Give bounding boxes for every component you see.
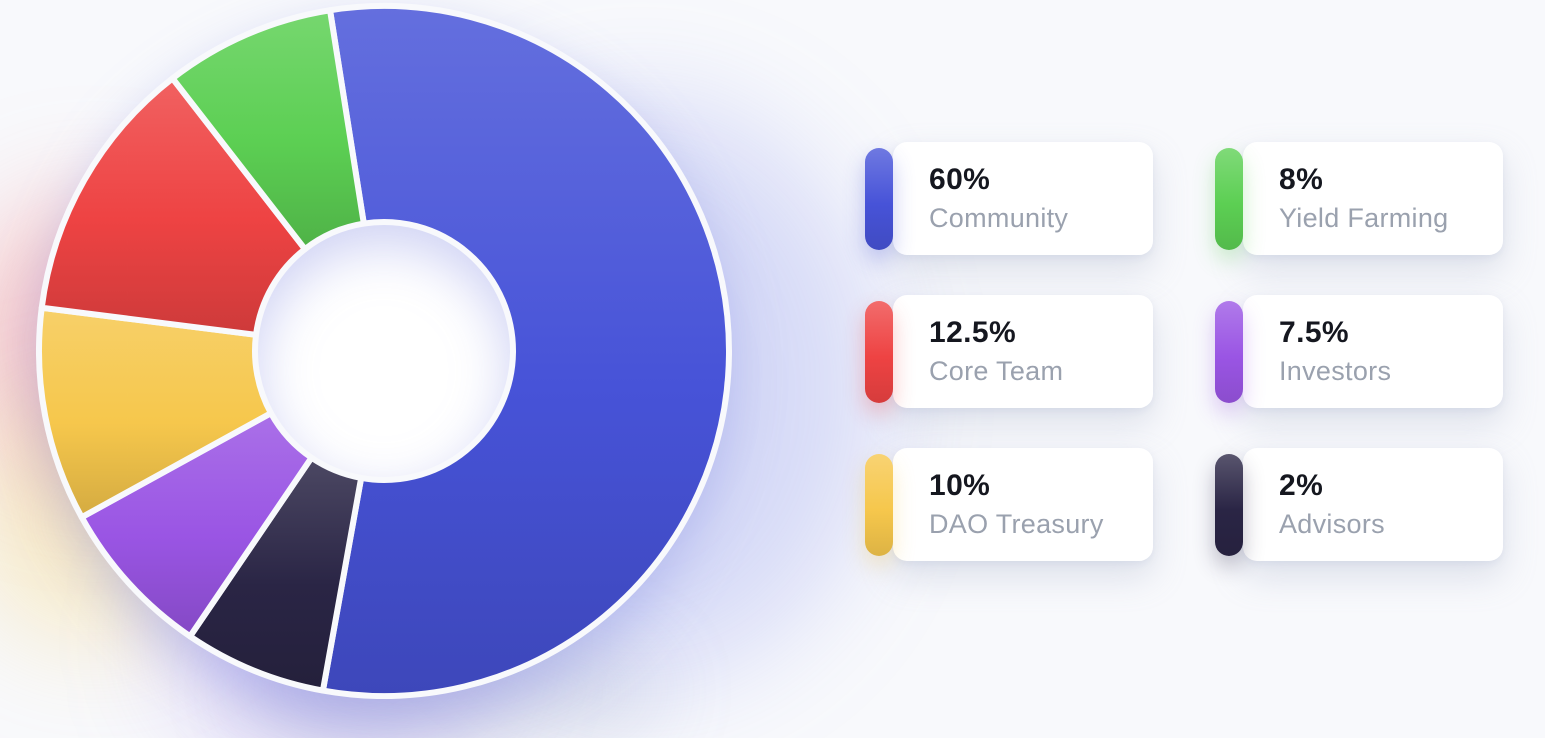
legend-label: Community [929,202,1069,233]
pie-slice-community[interactable] [319,3,732,699]
pie-slice-yield-farming[interactable] [169,7,367,253]
legend-label: Core Team [929,355,1064,386]
legend-card-core-team[interactable]: 12.5% Core Team [865,295,1153,408]
legend-card-community[interactable]: 60% Community [865,142,1153,255]
legend-label: Advisors [1279,508,1385,539]
pie-slice-core-team[interactable] [38,75,308,338]
legend-swatch-dao-treasury [865,453,893,556]
legend-percent: 7.5% [1279,316,1349,350]
legend-label: DAO Treasury [929,508,1104,539]
legend-percent: 60% [929,163,991,197]
legend-card-advisors[interactable]: 2% Advisors [1215,448,1503,561]
legend-card-yield-farming[interactable]: 8% Yield Farming [1215,142,1503,255]
legend-swatch-investors [1215,300,1243,403]
legend-swatch-core-team [865,300,893,403]
donut-hole [251,218,517,484]
legend-card-investors[interactable]: 7.5% Investors [1215,295,1503,408]
legend-swatch-yield-farming [1215,147,1243,250]
legend: 60% Community 8% Yield Farming 12.5% Cor… [865,142,1503,561]
legend-percent: 10% [929,469,991,503]
legend-percent: 8% [1279,163,1324,197]
legend-label: Yield Farming [1279,202,1449,233]
pie-slice-dao-treasury[interactable] [36,304,274,521]
legend-card-dao-treasury[interactable]: 10% DAO Treasury [865,448,1153,561]
legend-percent: 2% [1279,469,1324,503]
legend-label: Investors [1279,355,1392,386]
legend-swatch-community [865,147,893,250]
legend-swatch-advisors [1215,453,1243,556]
legend-percent: 12.5% [929,316,1017,350]
